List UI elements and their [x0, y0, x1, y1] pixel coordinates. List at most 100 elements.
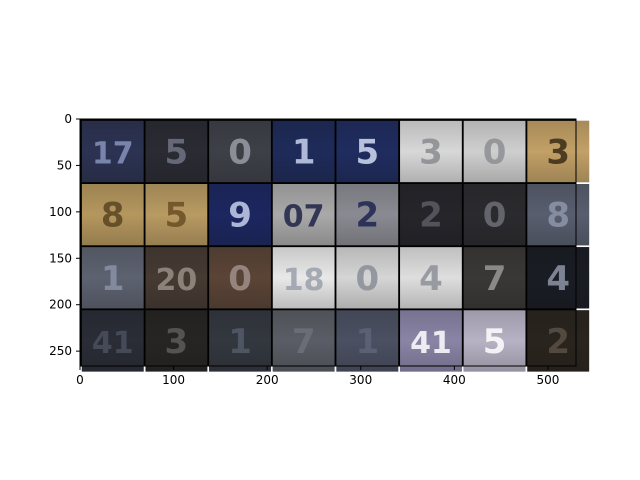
image-tile: 7	[463, 247, 526, 309]
image-tile: 8	[81, 184, 144, 246]
tile-digits: 0	[228, 259, 252, 299]
tile-digits: 4	[546, 259, 570, 299]
image-tiles: 17 5 0 1 5 3 0 38 5 9 07 2 2 0 81 20 0 18 0 4 7 441 3 1 7 1 41 5 2	[80, 119, 590, 372]
image-tile: 20	[145, 247, 208, 309]
tile-photo	[209, 310, 271, 372]
tile-photo	[145, 184, 208, 246]
tile-photo	[272, 310, 335, 372]
y-tick-label: 0	[64, 112, 72, 126]
tile-digits: 1	[292, 133, 316, 173]
tile-digits: 2	[355, 196, 379, 236]
image-tile: 1	[336, 310, 399, 372]
x-tick-label: 300	[349, 373, 372, 387]
tile-digits: 2	[546, 322, 570, 362]
tile-digits: 5	[483, 322, 507, 362]
image-tile: 1	[81, 247, 144, 309]
x-tick-label: 200	[256, 373, 279, 387]
image-tile: 1	[272, 120, 335, 183]
tile-digits: 41	[92, 326, 134, 361]
y-tick-label: 150	[49, 251, 72, 265]
x-tick-label: 0	[76, 373, 84, 387]
tile-photo	[463, 310, 526, 372]
tile-photo	[81, 184, 144, 246]
tile-photo	[527, 247, 590, 309]
tile-digits: 5	[165, 133, 189, 173]
tile-photo	[272, 120, 335, 183]
image-tile: 5	[145, 184, 208, 246]
tile-digits: 2	[419, 196, 443, 236]
tile-digits: 5	[355, 133, 379, 173]
tile-photo	[527, 184, 590, 246]
x-tick-label: 100	[162, 373, 185, 387]
image-tile: 4	[527, 247, 590, 309]
tile-photo	[463, 184, 526, 246]
image-tile: 8	[527, 184, 590, 246]
image-tile: 9	[209, 184, 271, 246]
image-tile: 0	[209, 247, 271, 309]
image-tile: 0	[209, 120, 271, 183]
image-tile: 0	[463, 120, 526, 183]
tile-photo	[336, 184, 399, 246]
image-tile: 5	[145, 120, 208, 183]
image-tile: 2	[336, 184, 399, 246]
tile-photo	[81, 247, 144, 309]
tile-photo	[145, 310, 208, 372]
image-tile: 0	[336, 247, 399, 309]
tile-digits: 20	[156, 263, 198, 298]
image-tile: 2	[400, 184, 462, 246]
tile-digits: 7	[483, 259, 507, 299]
x-axis: 0 100 200 300 400 500	[76, 366, 559, 387]
tile-photo	[272, 247, 335, 309]
image-tile: 4	[400, 247, 462, 309]
tile-photo	[400, 247, 462, 309]
image-tile: 17	[81, 120, 144, 183]
x-tick-label: 500	[536, 373, 559, 387]
tile-digits: 4	[419, 259, 443, 299]
tile-digits: 0	[355, 259, 379, 299]
image-tile: 5	[336, 120, 399, 183]
tile-photo	[209, 120, 271, 183]
tile-photo	[81, 310, 144, 372]
tile-digits: 0	[483, 133, 507, 173]
tile-photo	[527, 310, 590, 372]
tile-photo	[527, 120, 590, 183]
tile-digits: 8	[546, 196, 570, 236]
tile-digits: 7	[292, 322, 316, 362]
tile-digits: 17	[92, 137, 134, 172]
tile-digits: 5	[165, 196, 189, 236]
y-axis: 0 50 100 150 200 250	[49, 112, 80, 358]
tile-digits: 0	[228, 133, 252, 173]
y-tick-label: 100	[49, 205, 72, 219]
image-tile: 0	[463, 184, 526, 246]
tile-digits: 3	[165, 322, 189, 362]
tile-digits: 41	[410, 326, 452, 361]
image-tile: 2	[527, 310, 590, 372]
tile-digits: 1	[101, 259, 125, 299]
y-tick-label: 50	[57, 158, 72, 172]
tile-photo	[400, 120, 462, 183]
tile-photo	[463, 120, 526, 183]
tile-digits: 0	[483, 196, 507, 236]
tile-digits: 3	[419, 133, 443, 173]
tile-digits: 1	[228, 322, 252, 362]
tile-photo	[336, 310, 399, 372]
tile-photo	[145, 247, 208, 309]
image-tile: 41	[400, 310, 462, 372]
tile-photo	[400, 310, 462, 372]
image-tile: 41	[81, 310, 144, 372]
tile-digits: 1	[355, 322, 379, 362]
tile-digits: 9	[228, 196, 252, 236]
tile-digits: 8	[101, 196, 125, 236]
image-tile: 3	[400, 120, 462, 183]
tile-photo	[209, 184, 271, 246]
tile-photo	[463, 247, 526, 309]
image-tile: 7	[272, 310, 335, 372]
tile-photo	[145, 120, 208, 183]
tile-digits: 3	[546, 133, 570, 173]
image-tile: 5	[463, 310, 526, 372]
axes-frame	[79, 118, 577, 367]
image-tile: 07	[272, 184, 335, 246]
image-tile: 1	[209, 310, 271, 372]
tile-photo	[209, 247, 271, 309]
